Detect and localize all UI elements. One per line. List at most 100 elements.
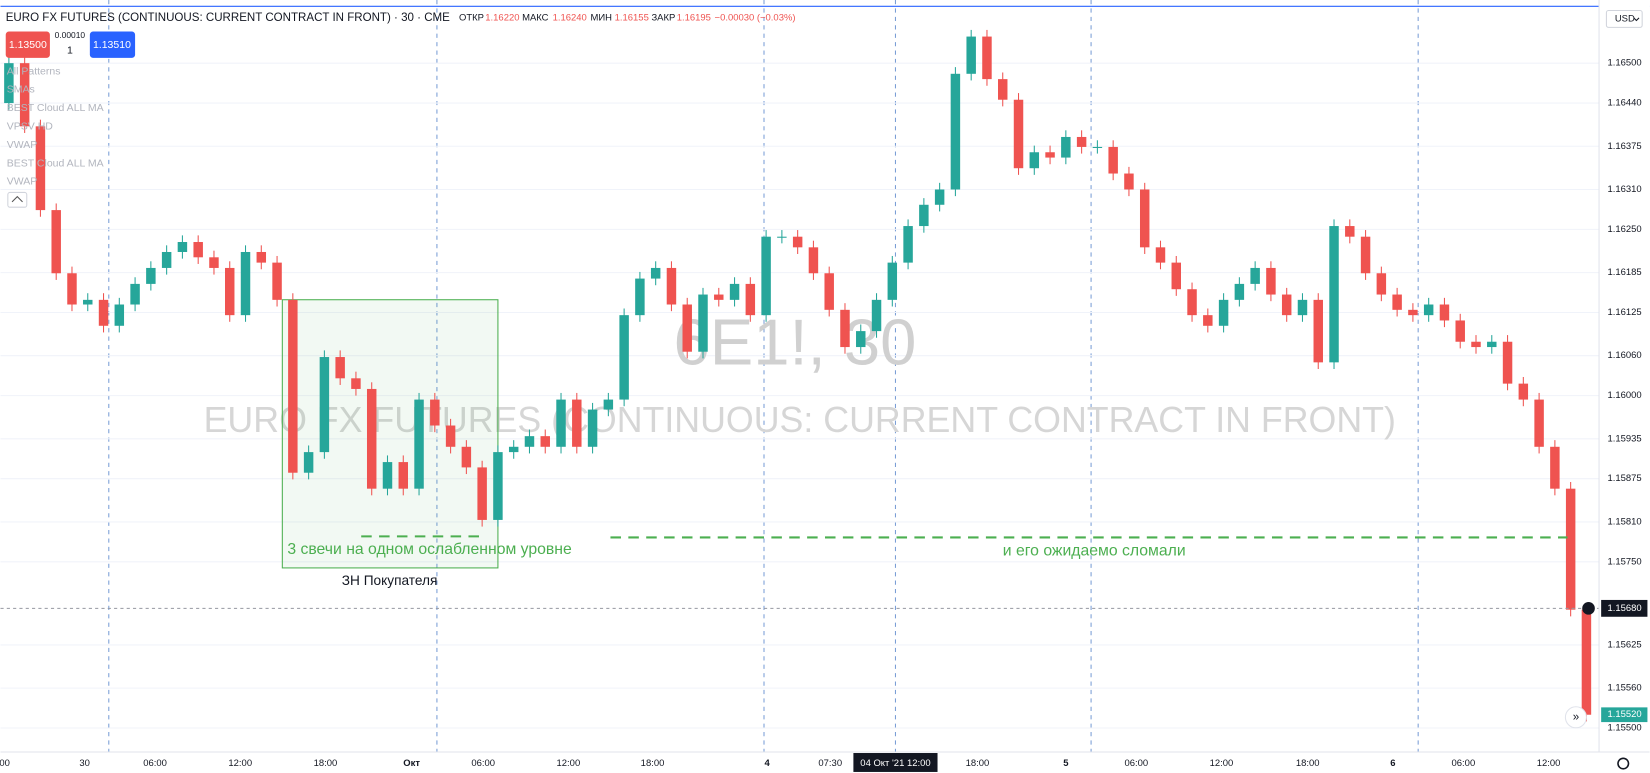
candle-body [540, 436, 550, 447]
candle-body [130, 283, 140, 305]
y-tick-label: 1.15810 [1607, 516, 1641, 527]
x-tick-label: 06:00 [471, 758, 495, 769]
currency[interactable]: USD [1615, 13, 1635, 24]
candle-body [1502, 341, 1513, 384]
crosshair-price-box [1601, 599, 1648, 617]
candle-body [193, 242, 203, 258]
legend-value: 1.16155 [615, 12, 649, 23]
candle-body [729, 283, 740, 300]
candle-body [1487, 341, 1497, 348]
candle-body [1218, 299, 1229, 326]
sell-button[interactable] [5, 31, 50, 58]
candle-body [761, 236, 771, 316]
crosshair-price: 1.15680 [1607, 603, 1641, 614]
buy-button[interactable] [89, 31, 136, 58]
candle-body [1187, 289, 1197, 316]
candle-body [635, 278, 645, 316]
candle-body [288, 299, 298, 473]
scroll-button[interactable] [1564, 706, 1587, 729]
candle-body [1471, 341, 1481, 348]
indicator-name[interactable]: BEST Cloud ALL MA [7, 157, 104, 169]
candle-body [430, 399, 440, 426]
candle-body [1376, 273, 1387, 295]
candle-body [1234, 283, 1245, 300]
indicator-name[interactable]: VWAP [7, 176, 38, 188]
candle-body [1061, 136, 1071, 158]
quantity[interactable]: 1 [67, 44, 73, 56]
y-tick-label: 1.15625 [1607, 639, 1641, 650]
currency-button[interactable] [1605, 9, 1643, 28]
candle-body [856, 331, 866, 348]
candle-body [1281, 294, 1292, 316]
last-price: 1.15520 [1607, 709, 1641, 720]
zone-box [281, 299, 499, 569]
candle-body [1423, 304, 1434, 316]
candle-body [1250, 267, 1260, 284]
crosshair-time-box [853, 753, 938, 772]
legend-label: МАКС [522, 12, 549, 23]
candle-body [477, 467, 487, 520]
x-tick-label: 12:00 [557, 758, 581, 769]
candle-body [1550, 446, 1560, 489]
y-tick-label: 1.15935 [1607, 433, 1641, 444]
candle-body [272, 262, 282, 300]
candle-body [572, 399, 582, 447]
candle-body [1013, 99, 1024, 169]
candle-body [966, 36, 976, 74]
candle-body [303, 452, 314, 473]
y-tick-label: 1.16185 [1607, 267, 1641, 278]
indicator-name[interactable]: VWAP [7, 139, 38, 151]
legend-value: 1.16240 [553, 12, 587, 23]
x-tick-label: 00 [0, 758, 10, 769]
y-tick-label: 1.15500 [1607, 723, 1641, 734]
symbol-title: EURO FX FUTURES (CONTINUOUS: CURRENT CON… [6, 12, 450, 24]
candle-body [114, 304, 125, 326]
candle-body [1345, 226, 1355, 237]
settings-icon[interactable] [1617, 757, 1630, 770]
x-axis: 00 30 06:00 12:00 18:00 Окт 06:00 12:00 18:00 4 07… [0, 758, 1560, 769]
indicator-name[interactable]: VPSV HD [7, 121, 54, 133]
candle-body [1029, 152, 1040, 169]
y-tick-label: 1.16125 [1607, 307, 1641, 318]
candle-body [351, 378, 361, 389]
candle-body [745, 283, 756, 316]
x-tick-label: 12:00 [1210, 758, 1234, 769]
spread: 0.00010 [55, 30, 86, 40]
candle-body [1045, 152, 1055, 158]
scroll-icon[interactable]: » [1573, 711, 1579, 723]
crosshair-plus[interactable] [1582, 602, 1595, 615]
candle-body [1565, 488, 1576, 610]
candle-body [682, 304, 692, 352]
y-tick-label: 1.16500 [1607, 58, 1641, 69]
candle-body [1581, 609, 1592, 715]
grid [0, 0, 1600, 752]
x-tick-label: 12:00 [228, 758, 252, 769]
annotation: и его ожидаемо сломали [1003, 542, 1186, 559]
y-tick-label: 1.16060 [1607, 350, 1641, 361]
collapse-button[interactable] [7, 191, 28, 208]
legend-value: 1.16195 [677, 12, 711, 23]
candle-body [808, 247, 819, 274]
candle-body [982, 36, 992, 80]
candle-body [240, 251, 251, 316]
ohlc-legend: ОТКР 1.16220 МАКС 1.16240 МИН 1.16155 ЗА… [459, 12, 796, 23]
sell-price[interactable]: 1.13500 [9, 39, 47, 51]
candle-body [1203, 315, 1213, 326]
candle-body [792, 236, 803, 248]
candle-body [398, 462, 409, 489]
candle-body [698, 294, 708, 352]
watermark-sub: EURO FX FUTURES (CONTINUOUS: CURRENT CON… [204, 400, 1396, 440]
candle-body [603, 399, 614, 410]
legend-label: ЗАКР [651, 12, 675, 23]
candle-body [714, 294, 724, 300]
indicator-name[interactable]: BEST Cloud ALL MA [7, 102, 104, 114]
indicator-name[interactable]: All Patterns [7, 65, 61, 77]
candle-body [508, 446, 519, 453]
candle-body [903, 226, 913, 263]
indicator-name[interactable]: SMAs [7, 84, 35, 96]
buy-price[interactable]: 1.13510 [93, 39, 131, 51]
candle-body [161, 251, 172, 268]
candle-body [461, 446, 472, 468]
